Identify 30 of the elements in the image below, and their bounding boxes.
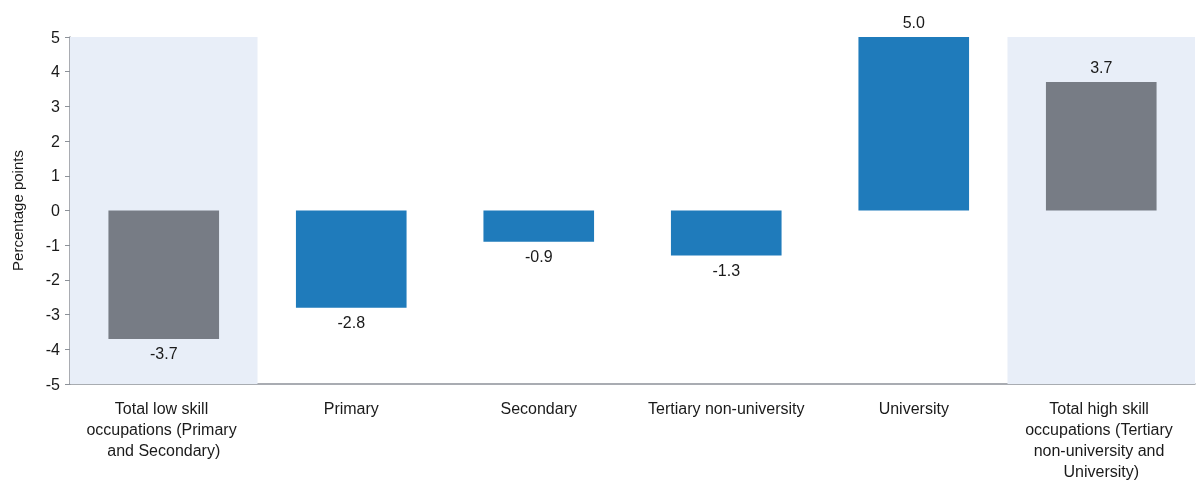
- bar: [1045, 82, 1157, 211]
- y-tick-label: -4: [45, 340, 61, 358]
- y-tick-label: -5: [45, 375, 61, 393]
- y-tick-label: -3: [45, 306, 61, 324]
- y-tick-label: -1: [45, 236, 61, 254]
- data-label: -1.3: [712, 262, 741, 280]
- y-tick-label: 0: [51, 202, 61, 219]
- bar: [670, 210, 782, 256]
- data-label: 5.0: [902, 13, 925, 31]
- y-tick-label: 1: [51, 167, 61, 185]
- data-label: -3.7: [149, 345, 178, 363]
- x-tick-label: Total high skill occupations (Tertiary non-university and University): [1025, 400, 1178, 480]
- x-tick-label: Secondary: [500, 400, 577, 417]
- x-tick-label: Primary: [323, 400, 379, 417]
- y-tick-label: 2: [51, 132, 61, 150]
- bar: [858, 37, 970, 211]
- y-tick-label: 4: [51, 63, 61, 81]
- x-tick-label: Total low skill occupations (Primary and Secondary): [86, 400, 242, 459]
- data-label: 3.7: [1090, 58, 1113, 76]
- data-label: -0.9: [524, 248, 553, 266]
- y-tick-label: -2: [45, 271, 61, 289]
- data-label: -2.8: [337, 314, 366, 332]
- x-tick-label: Tertiary non-university: [648, 400, 805, 417]
- bar: [483, 210, 595, 242]
- y-tick-label: 3: [51, 97, 61, 115]
- x-tick-label: University: [878, 400, 949, 417]
- bar: [108, 210, 220, 339]
- y-axis-title: Percentage points: [9, 150, 26, 271]
- y-tick-label: 5: [51, 28, 61, 46]
- bar: [295, 210, 407, 308]
